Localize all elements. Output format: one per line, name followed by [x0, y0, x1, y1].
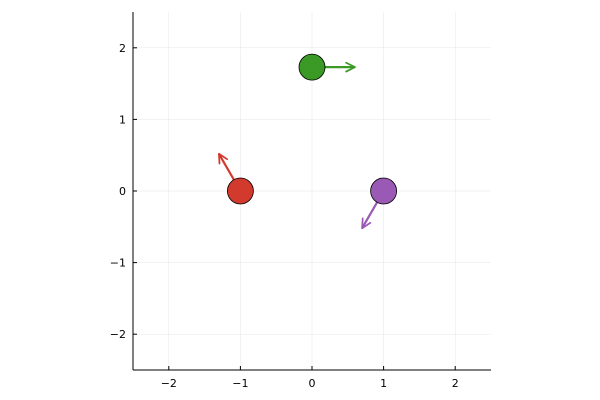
y-tick-label: 2: [119, 42, 126, 55]
points: [226, 53, 398, 205]
data-point-2: [370, 177, 398, 205]
x-tick-label: −2: [161, 377, 177, 390]
y-tick-label: −1: [110, 257, 126, 270]
y-tick-label: −2: [110, 328, 126, 341]
x-ticks: −2 −1 0 1 2: [161, 366, 459, 390]
y-tick-label: 1: [119, 113, 126, 126]
velocity-arrows: [217, 61, 385, 230]
x-tick-label: −1: [232, 377, 248, 390]
data-point-0: [298, 53, 326, 81]
x-tick-label: 0: [309, 377, 316, 390]
x-tick-label: 1: [380, 377, 387, 390]
y-tick-label: 0: [119, 185, 126, 198]
y-ticks: −2 −1 0 1 2: [110, 42, 137, 341]
data-point-1: [226, 177, 254, 205]
x-tick-label: 2: [452, 377, 459, 390]
